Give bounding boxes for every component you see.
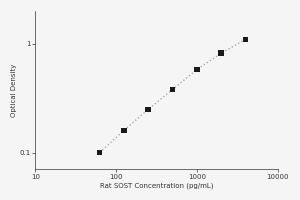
Point: [122, 129, 126, 132]
Point: [219, 52, 224, 55]
Point: [97, 151, 102, 154]
Point: [170, 88, 175, 91]
Point: [194, 68, 199, 71]
X-axis label: Rat SOST Concentration (pg/mL): Rat SOST Concentration (pg/mL): [100, 182, 213, 189]
Y-axis label: Optical Density: Optical Density: [11, 64, 17, 117]
Point: [146, 108, 151, 111]
Point: [243, 38, 248, 41]
